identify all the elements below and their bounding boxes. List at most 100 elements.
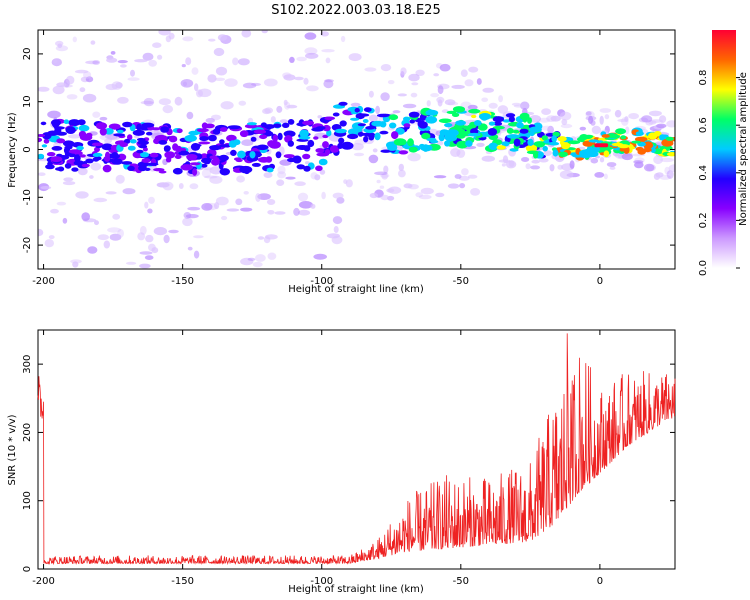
spectrogram-ridge-blob: [239, 165, 253, 174]
spectrogram-ridge-blob: [283, 154, 295, 159]
spectrogram-ridge-blob: [149, 152, 159, 158]
spectrogram-noise-blob: [185, 57, 192, 66]
spectrogram-noise-blob: [93, 197, 108, 203]
spectrogram-noise-blob: [380, 64, 392, 72]
spectrogram-ridge-blob: [63, 119, 70, 124]
spectrogram-noise-blob: [66, 75, 75, 85]
spectrogram-ridge-blob: [91, 142, 104, 147]
snr-x-tick-label: -100: [310, 576, 333, 587]
spectrogram-ridge-blob: [140, 152, 149, 158]
spectrogram-noise-blob: [235, 198, 243, 206]
spectrogram-ridge-blob: [488, 142, 498, 150]
spectrogram-noise-blob: [97, 234, 110, 241]
spectrogram-noise-blob: [193, 250, 200, 259]
spectrogram-noise-blob: [267, 210, 275, 215]
spectrogram-ridge-blob: [326, 129, 332, 137]
spectrogram-ridge-blob: [56, 131, 67, 136]
spectrogram-noise-blob: [400, 67, 407, 75]
spectrogram-noise-blob: [90, 40, 96, 45]
spectrogram-noise-blob: [276, 105, 283, 113]
spectrogram-ridge-blob: [387, 144, 398, 151]
spectrogram-ridge-blob: [268, 141, 281, 149]
spectrogram-ridge-blob: [552, 149, 559, 157]
spectrogram-ridge-blob: [522, 115, 528, 123]
spectrogram-ridge-blob: [111, 158, 123, 165]
spectrogram-ridge-blob: [74, 154, 81, 162]
colorbar-tick-label: 0.0: [698, 260, 709, 276]
spectrogram-ridge-blob: [172, 143, 179, 151]
spectrogram-noise-blob: [594, 172, 605, 178]
spectrogram-noise-blob: [649, 119, 664, 123]
spectrogram-noise-blob: [561, 118, 568, 126]
spectrogram-ridge-blob: [251, 162, 261, 167]
spectrogram-ridge-blob: [211, 158, 220, 166]
spectrogram-noise-blob: [666, 120, 675, 128]
snr-y-axis-label: SNR (10 * v/v): [7, 414, 18, 485]
spectrogram-ridge-blob: [529, 126, 542, 133]
spectrogram-ridge-blob: [176, 128, 183, 134]
spectrogram-noise-blob: [298, 209, 311, 216]
spectrogram-noise-blob: [50, 208, 59, 214]
spectrogram-noise-blob: [283, 74, 296, 81]
spectrogram-ridge-blob: [617, 144, 630, 149]
spectrogram-noise-blob: [459, 183, 466, 189]
figure-title: S102.2022.003.03.18.E25: [271, 3, 440, 18]
spectrogram-noise-blob: [368, 114, 378, 123]
spectrogram-noise-blob: [436, 96, 445, 104]
spectrogram-ridge-blob: [65, 126, 76, 134]
spectrogram-noise-blob: [579, 126, 586, 131]
colorbar: 0.0 0.2 0.4 0.6 0.8 Normalized spectral ampl…: [698, 30, 749, 276]
spectrogram-ridge-blob: [579, 149, 592, 157]
spectrogram-noise-blob: [380, 194, 390, 201]
spectrogram-ridge-blob: [239, 130, 249, 138]
spectrogram-noise-blob: [139, 251, 153, 255]
spectrogram-ridge-blob: [272, 134, 278, 142]
spectrogram-noise-blob: [313, 253, 328, 260]
spectrogram-noise-blob: [277, 171, 287, 179]
spectrogram-ridge-blob: [322, 124, 331, 132]
spectrogram-noise-blob: [145, 234, 154, 243]
spectrogram-noise-blob: [79, 87, 86, 93]
spectrogram-ridge-blob: [557, 136, 567, 142]
spectrogram-ridge-blob: [92, 152, 103, 158]
spectrogram-noise-blob: [185, 214, 199, 219]
spectrogram-noise-blob: [279, 119, 288, 124]
spectrogram-ridge-blob: [501, 141, 510, 147]
spectrogram-noise-blob: [62, 217, 68, 224]
spectrogram-ridge-blob: [79, 154, 86, 158]
spectrogram-noise-blob: [569, 160, 575, 169]
spectrogram-noise-blob: [585, 111, 592, 116]
spectrogram-noise-blob: [321, 191, 326, 200]
spectrogram-ridge-blob: [488, 121, 496, 126]
spectrogram-noise-blob: [274, 211, 286, 215]
spectrogram-noise-blob: [148, 59, 157, 67]
spectrogram-ridge-blob: [200, 163, 208, 168]
spectrogram-noise-blob: [104, 138, 113, 143]
spectrogram-noise-blob: [122, 188, 136, 195]
spectrogram-noise-blob: [298, 201, 313, 209]
spectrogram-noise-blob: [112, 213, 121, 220]
spectrogram-noise-blob: [326, 233, 340, 239]
spectrogram-ridge-blob: [337, 142, 344, 149]
spectrogram-ridge-blob: [136, 149, 144, 154]
spectrogram-ridge-blob: [579, 134, 589, 141]
spectrogram-noise-blob: [38, 228, 44, 237]
spectrogram-ridge-blob: [302, 153, 311, 160]
spectrogram-noise-blob: [444, 99, 456, 106]
spectrogram-noise-blob: [220, 101, 234, 110]
spectrogram-ridge-blob: [533, 141, 546, 148]
spectrogram-noise-blob: [82, 93, 97, 103]
snr-y-tick-label: 200: [22, 423, 33, 442]
spectrogram-ridge-blob: [506, 134, 520, 139]
spectrogram-noise-blob: [653, 173, 661, 180]
spectrogram-noise-blob: [656, 123, 667, 129]
spectrogram-ridge-blob: [519, 128, 529, 134]
spectrogram-ridge-blob: [77, 119, 86, 126]
spectrogram-noise-blob: [242, 82, 257, 89]
spectrogram-noise-blob: [648, 110, 662, 117]
spectrogram-noise-blob: [304, 32, 317, 40]
spectrogram-ridge-blob: [38, 137, 43, 143]
spectrogram-noise-blob: [75, 191, 89, 199]
spectrogram-noise-blob: [139, 225, 147, 235]
snr-y-tick-label: 0: [22, 566, 33, 572]
